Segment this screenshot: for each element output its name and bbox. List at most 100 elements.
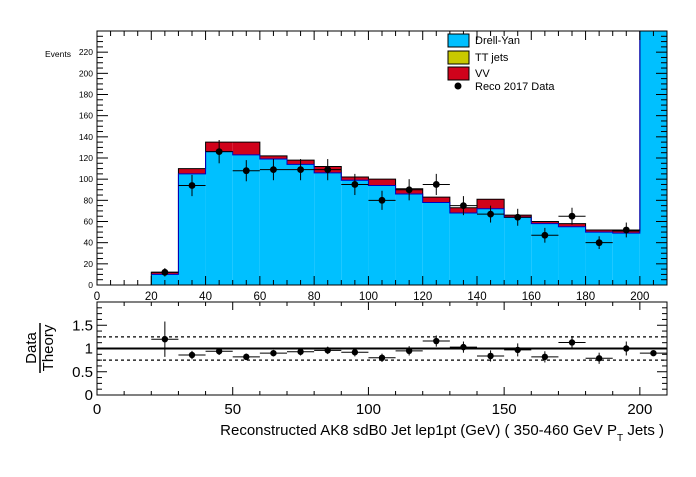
- data-point: [270, 166, 277, 174]
- ratio-x-tick-label: 50: [224, 401, 241, 418]
- ratio-point: [595, 355, 603, 362]
- data-point: [405, 186, 413, 194]
- vv-bar: [531, 221, 559, 224]
- ratio-point: [650, 349, 657, 357]
- drell-yan-bar: [558, 226, 586, 285]
- data-point: [188, 182, 196, 189]
- vv-bar: [558, 223, 586, 227]
- x-tick-label: 100: [359, 291, 378, 303]
- data-point: [432, 181, 440, 188]
- x-tick-label: 140: [467, 291, 486, 303]
- x-tick-label: 60: [253, 291, 266, 303]
- ratio-point: [324, 347, 331, 354]
- data-point: [514, 213, 522, 221]
- x-axis-label-main: Reconstructed AK8 sdB0 Jet lep1pt (GeV) …: [220, 422, 617, 439]
- legend-label: TT jets: [475, 52, 509, 64]
- y-tick-label: 120: [79, 153, 93, 163]
- main-histogram-panel: 0 20 40 60 80 100 120 140 160 180 200 0 20 40 60 80 100 1…: [45, 30, 668, 303]
- drell-yan-bar: [504, 217, 532, 285]
- ratio-x-tick-label: 0: [93, 401, 101, 418]
- ratio-point: [514, 346, 521, 354]
- drell-yan-bar: [205, 151, 233, 285]
- x-tick-label: 0: [94, 291, 100, 303]
- drell-yan-bar: [341, 180, 369, 285]
- ratio-point: [215, 348, 223, 355]
- data-point: [541, 231, 549, 239]
- x-axis-label-suffix: Jets ): [623, 422, 664, 439]
- ratio-panel: 0 50 100 150 200 0 0.5 1 1.5 Data Theory Reconstruc…: [23, 301, 668, 444]
- ratio-x-tick-label: 150: [492, 401, 517, 418]
- ratio-point: [188, 351, 196, 359]
- legend-swatch: [447, 50, 470, 65]
- data-point: [242, 167, 250, 175]
- y-tick-label: 180: [79, 90, 93, 100]
- y-tick-label: 60: [84, 217, 94, 227]
- data-point: [351, 181, 359, 188]
- y-tick-label: 40: [84, 238, 94, 248]
- legend-swatch: [447, 33, 470, 48]
- legend-marker: [454, 82, 462, 90]
- x-axis-label-subscript: T: [617, 433, 623, 444]
- data-point: [487, 210, 494, 218]
- vv-bar: [477, 199, 505, 209]
- y-axis-label: Events: [45, 49, 71, 59]
- y-tick-label: 160: [79, 111, 93, 121]
- ratio-point: [378, 354, 386, 361]
- data-point: [324, 166, 332, 174]
- data-point: [215, 148, 223, 156]
- drell-yan-bar: [314, 172, 342, 285]
- vv-bar: [178, 168, 206, 174]
- y-tick-label: 0: [88, 280, 93, 290]
- y-tick-label: 140: [79, 132, 93, 142]
- ratio-x-tick-label: 100: [356, 401, 381, 418]
- ratio-point: [243, 353, 250, 361]
- y-tick-label: 20: [84, 259, 94, 269]
- ratio-y-label-denominator: Theory: [40, 324, 57, 371]
- ratio-y-tick-label: 1.5: [72, 317, 93, 334]
- ratio-point: [297, 348, 304, 355]
- x-tick-label: 80: [308, 291, 321, 303]
- ratio-y-tick-label: 1: [85, 341, 93, 358]
- drell-yan-bar: [287, 164, 315, 285]
- data-point: [378, 196, 386, 204]
- ratio-point: [161, 336, 169, 343]
- x-tick-label: 160: [522, 291, 541, 303]
- data-point: [595, 239, 603, 247]
- ratio-point: [433, 337, 440, 345]
- legend-swatch: [447, 66, 470, 81]
- y-tick-label: 200: [79, 68, 93, 78]
- x-tick-label: 120: [413, 291, 432, 303]
- vv-bar: [232, 142, 260, 155]
- ratio-y-label: Data Theory: [23, 323, 57, 373]
- ratio-point: [487, 352, 494, 360]
- drell-yan-bar: [612, 233, 640, 285]
- data-point: [460, 202, 467, 210]
- legend-label: VV: [475, 68, 490, 80]
- drell-yan-bar: [395, 193, 423, 285]
- ratio-y-tick-label: 0.5: [72, 364, 93, 381]
- vv-bar: [368, 179, 396, 186]
- ratio-point: [541, 353, 549, 361]
- y-tick-label: 100: [79, 174, 93, 184]
- x-axis-label: Reconstructed AK8 sdB0 Jet lep1pt (GeV) …: [220, 422, 664, 444]
- y-tick-label: 220: [79, 47, 93, 57]
- x-tick-label: 200: [630, 291, 649, 303]
- vv-bar: [585, 229, 613, 233]
- ratio-y-tick-label: 0: [85, 387, 93, 404]
- ratio-y-label-numerator: Data: [23, 332, 40, 364]
- x-tick-label: 40: [199, 291, 212, 303]
- x-tick-label: 180: [576, 291, 595, 303]
- ratio-point: [351, 349, 359, 356]
- ratio-point: [405, 347, 413, 355]
- ratio-x-tick-label: 200: [627, 401, 652, 418]
- data-point: [622, 226, 630, 234]
- x-tick-label: 20: [145, 291, 158, 303]
- drell-yan-bar: [151, 274, 179, 285]
- legend-label: Drell-Yan: [475, 35, 520, 47]
- data-point: [161, 268, 169, 276]
- vv-bar: [259, 155, 287, 160]
- y-tick-label: 80: [84, 195, 94, 205]
